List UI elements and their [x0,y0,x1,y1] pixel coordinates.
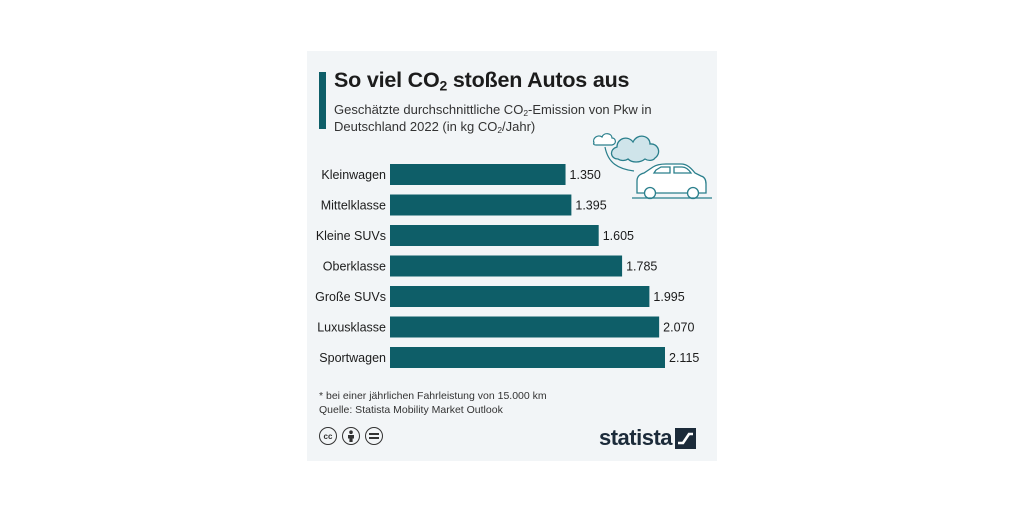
chart-title: So viel CO2 stoßen Autos aus [334,68,630,94]
category-label: Oberklasse [323,260,386,274]
bar-sportwagen[interactable] [390,347,665,368]
title-accent-bar [319,72,326,129]
bar-oberklasse[interactable] [390,255,623,277]
car-icon [632,163,712,200]
cloud-icon [610,135,660,163]
bar-chart: Kleinwagen 1.350 Mittelklasse 1.395 Kleine S… [315,164,699,368]
value-label: 1.350 [570,168,601,182]
creative-commons-icon[interactable]: cc [319,427,337,445]
statista-logo-icon [675,427,697,449]
footnote-block: * bei einer jährlichen Fahrleistung von … [319,389,547,417]
category-label: Große SUVs [315,290,386,304]
attribution-icon[interactable] [342,427,360,445]
category-label: Mittelklasse [321,199,386,213]
statista-logo[interactable]: statista [599,425,697,450]
bar-kleinwagen[interactable] [390,164,566,185]
value-label: 2.115 [669,351,699,365]
license-icons: cc [319,427,383,445]
infographic-card: So viel CO2 stoßen Autos aus Geschätzte … [307,51,717,461]
small-cloud-icon [593,133,616,146]
category-label: Sportwagen [319,351,386,365]
value-label: 1.605 [603,229,634,243]
source-text: Quelle: Statista Mobility Market Outlook [319,404,503,416]
category-label: Kleinwagen [321,168,386,182]
no-derivatives-icon[interactable] [365,427,383,445]
exhaust-trail [604,146,635,172]
bar-mittelklasse[interactable] [390,194,572,216]
category-label: Luxusklasse [317,321,386,335]
value-label: 1.785 [626,260,657,274]
bar-luxusklasse[interactable] [390,316,660,338]
value-label: 1.395 [575,199,606,213]
value-label: 2.070 [663,321,694,335]
bar-kleine-suvs[interactable] [390,225,599,246]
car-cloud-illustration [593,133,712,200]
value-label: 1.995 [653,290,684,304]
brand-wordmark: statista [599,425,673,450]
footnote-text: * bei einer jährlichen Fahrleistung von … [319,390,547,402]
category-label: Kleine SUVs [316,229,386,243]
chart-subtitle: Geschätzte durchschnittliche CO2-Emissio… [334,102,652,136]
bar-große-suvs[interactable] [390,286,650,307]
